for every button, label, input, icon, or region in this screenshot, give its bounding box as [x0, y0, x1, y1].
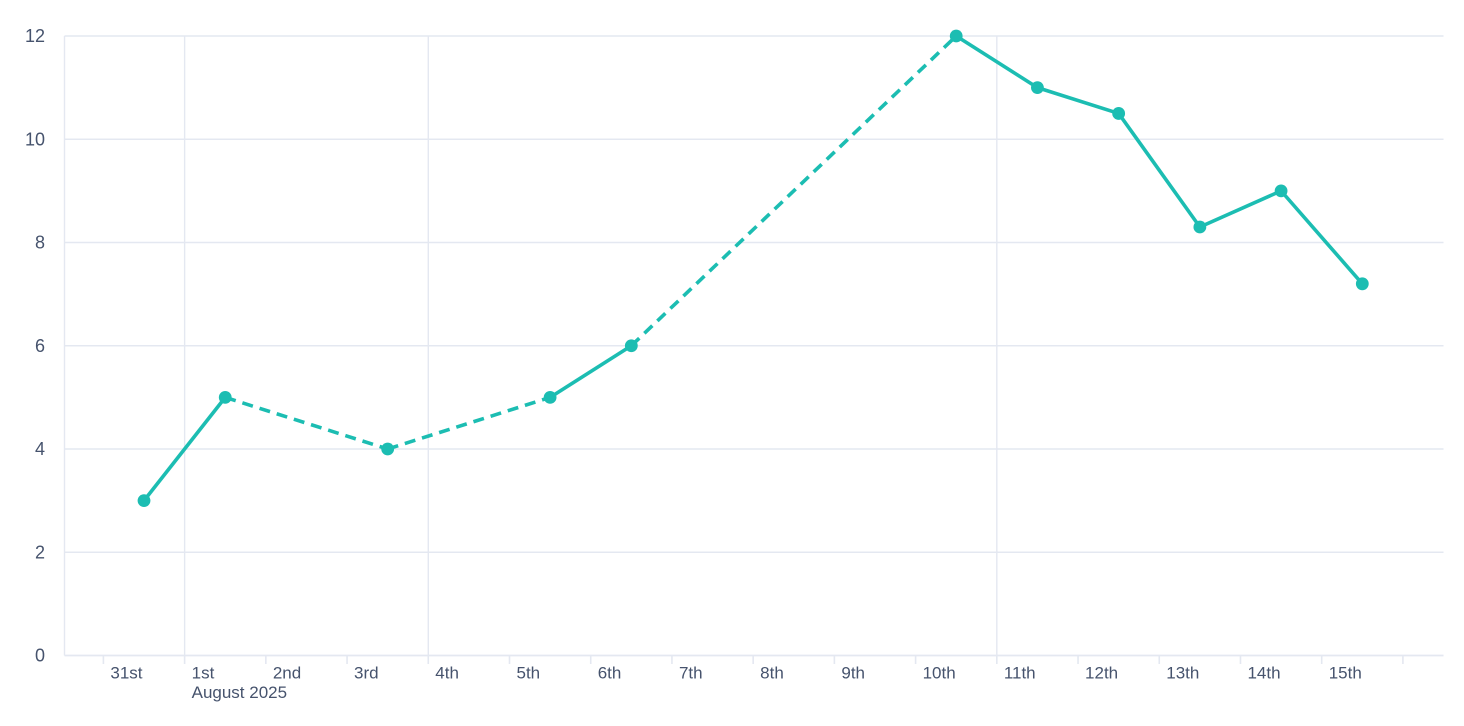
series-segment-solid — [549, 344, 633, 399]
x-tick-label: 6th — [598, 664, 622, 683]
x-tick-label: 14th — [1247, 664, 1280, 683]
data-point-marker[interactable] — [624, 339, 638, 353]
data-point-marker[interactable] — [218, 390, 232, 404]
series-segment-solid — [955, 34, 1039, 90]
data-point-marker[interactable] — [1112, 107, 1126, 120]
x-tick-label: 10th — [923, 664, 956, 683]
series-segment-solid — [1279, 189, 1364, 285]
x-tick-label: 4th — [435, 664, 459, 683]
x-tick-label: 3rd — [354, 664, 379, 683]
data-point-marker[interactable] — [137, 494, 151, 508]
data-point-marker[interactable] — [1193, 220, 1207, 234]
x-tick-label: 5th — [517, 664, 541, 683]
y-tick-label: 6 — [35, 336, 45, 356]
data-point-marker[interactable] — [1031, 81, 1044, 95]
series-segment-dashed — [224, 395, 389, 451]
series-segment-solid — [1199, 189, 1282, 229]
x-tick-label: 31st — [110, 664, 142, 683]
x-tick-label: 11th — [1004, 664, 1036, 683]
series-segment-solid — [1036, 85, 1120, 116]
data-point-marker[interactable] — [1355, 277, 1369, 291]
x-tick-label: 8th — [760, 664, 784, 683]
x-tick-label: 9th — [841, 664, 865, 683]
series-segment-solid — [1117, 112, 1202, 229]
data-point-marker[interactable] — [381, 442, 395, 456]
x-tick-label: 15th — [1329, 664, 1362, 683]
x-tick-label: 7th — [679, 664, 703, 683]
y-tick-label: 12 — [25, 26, 45, 46]
x-axis-month-label: August 2025 — [192, 683, 287, 702]
data-point-marker[interactable] — [1274, 184, 1288, 198]
series-segment-dashed — [387, 395, 551, 451]
series-segment-dashed — [630, 34, 958, 348]
x-tick-label: 13th — [1166, 664, 1199, 683]
x-tick-label: 1st — [192, 664, 215, 683]
data-point-marker[interactable] — [949, 29, 963, 43]
y-tick-label: 8 — [35, 233, 45, 253]
y-tick-label: 10 — [25, 129, 45, 149]
x-tick-label: 2nd — [273, 664, 301, 683]
y-tick-label: 0 — [35, 646, 45, 666]
x-tick-label: 12th — [1085, 664, 1118, 683]
y-tick-label: 2 — [35, 542, 45, 562]
y-tick-label: 4 — [35, 439, 45, 459]
series-segment-solid — [142, 396, 227, 502]
data-point-marker[interactable] — [543, 390, 557, 404]
